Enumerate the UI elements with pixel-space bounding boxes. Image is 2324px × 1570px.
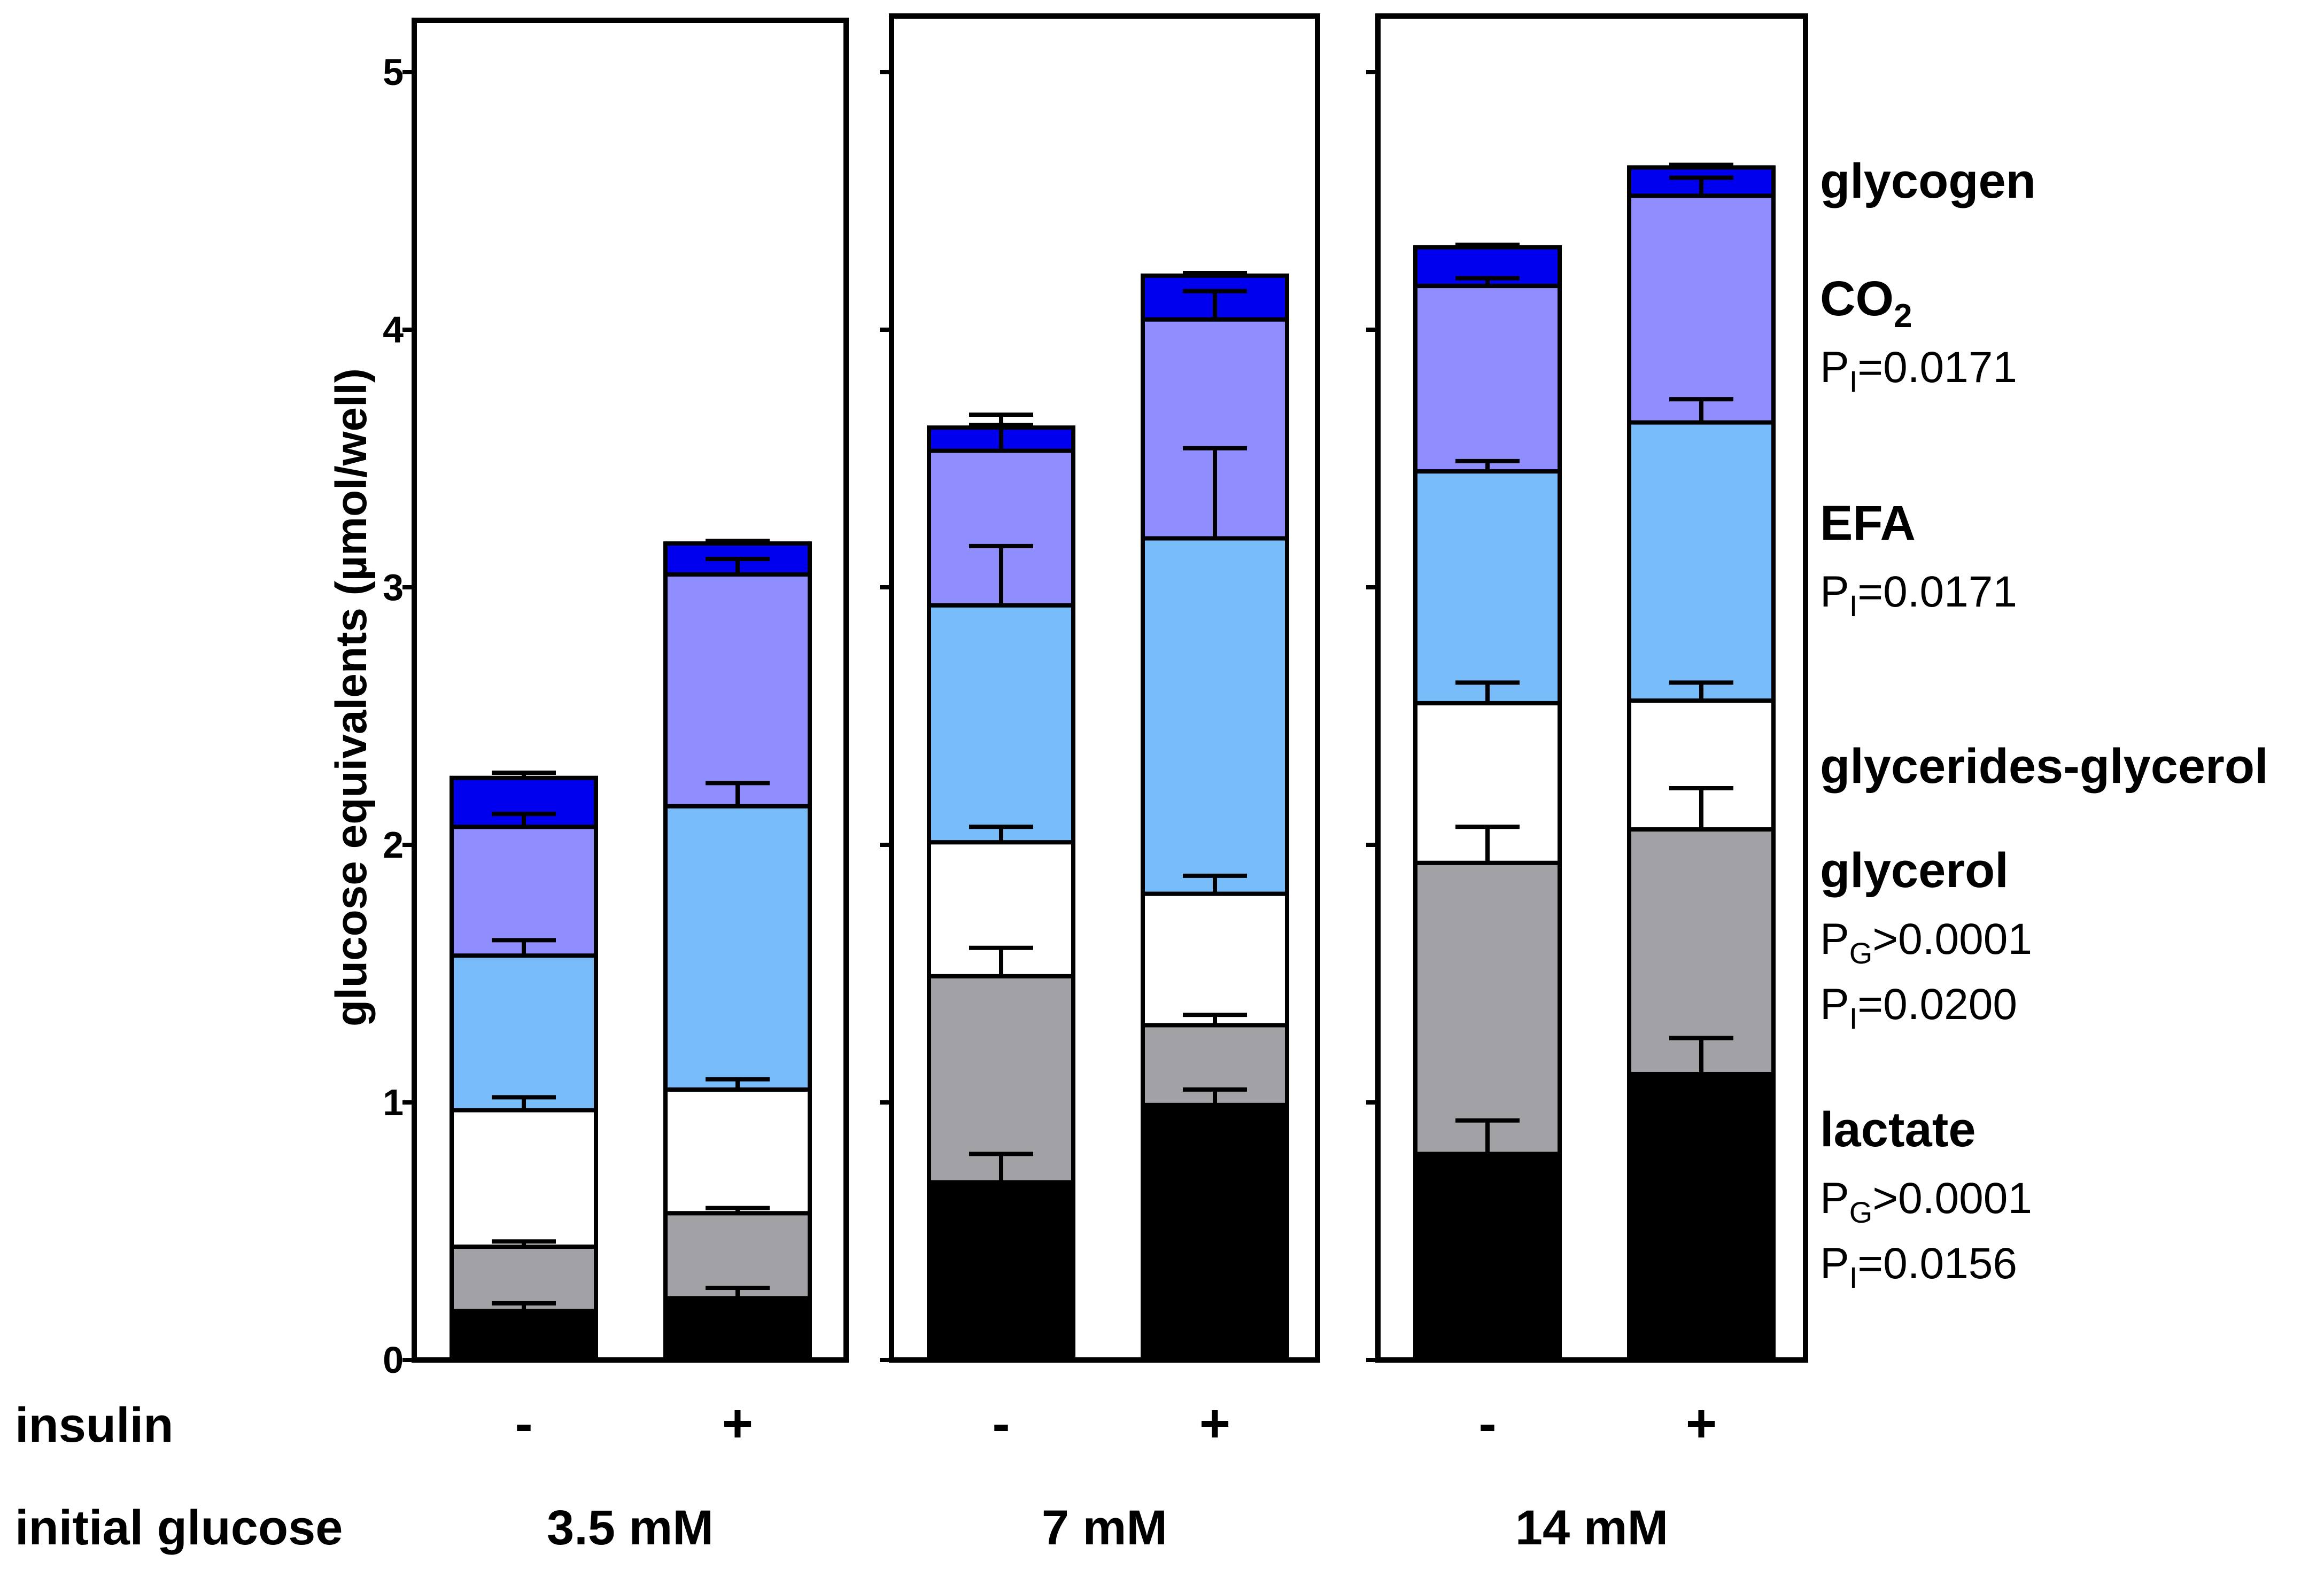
bar-segment-glycerol	[1413, 860, 1562, 1156]
legend-p-value: PI=0.0156	[1820, 1239, 2017, 1294]
bar-segment-glycerol	[927, 974, 1075, 1185]
legend: glycogen CO2 PI=0.0171 EFA PI=0.0171 glycerid…	[1820, 154, 2268, 1294]
panel-frame	[1375, 13, 1808, 1363]
initial-glucose-row-label: initial glucose	[15, 1501, 343, 1555]
insulin-label: +	[722, 1394, 753, 1454]
bar-segment-glycerol	[450, 1244, 598, 1313]
legend-p-value: PI=0.0200	[1820, 980, 2017, 1035]
insulin-label: -	[992, 1394, 1010, 1454]
legend-label: lactate	[1820, 1102, 1976, 1157]
bar-segment-efa	[450, 953, 598, 1113]
y-tick-label: 2	[383, 824, 404, 866]
bar-segment-glycerol	[1627, 827, 1776, 1076]
y-tick-label: 0	[383, 1339, 404, 1381]
bar-segment-co2	[450, 825, 598, 958]
bar-segment-lactate	[927, 1180, 1075, 1362]
insulin-label: +	[1199, 1394, 1230, 1454]
bar-segment-glycerides-glycerol	[1141, 891, 1289, 1028]
bar-segment-lactate	[1413, 1152, 1562, 1362]
bar-segment-co2	[1413, 284, 1562, 474]
legend-label: glycerol	[1820, 843, 2009, 898]
bar-segment-efa	[1627, 420, 1776, 703]
panel-frame	[889, 13, 1320, 1363]
bar-segment-efa	[663, 804, 812, 1092]
initial-glucose-label: 3.5 mM	[547, 1501, 714, 1555]
bar-segment-efa	[1413, 469, 1562, 705]
bar-segment-lactate	[1627, 1071, 1776, 1362]
panels	[412, 13, 1808, 1363]
insulin-row-label: insulin	[15, 1398, 173, 1452]
bar-segment-efa	[1141, 536, 1289, 896]
bar-segment-glycerides-glycerol	[663, 1087, 812, 1216]
bar-segment-lactate	[1141, 1102, 1289, 1363]
bar-segment-co2	[663, 572, 812, 809]
bar-segment-efa	[927, 603, 1075, 845]
legend-p-value: PI=0.0171	[1820, 568, 2017, 623]
insulin-label: -	[1478, 1394, 1496, 1454]
y-tick-label: 3	[383, 566, 404, 608]
y-axis: 0 1 2 3 4 5	[383, 51, 1378, 1381]
legend-label: glycogen	[1820, 154, 2036, 208]
legend-label: EFA	[1820, 496, 1916, 550]
y-tick-label: 4	[383, 309, 404, 351]
bar-segment-glycerol	[663, 1211, 812, 1301]
bar-segment-glycerides-glycerol	[1627, 698, 1776, 832]
initial-glucose-label: 14 mM	[1515, 1501, 1668, 1555]
legend-label: glycerides-glycerol	[1820, 739, 2268, 794]
legend-p-value: PG>0.0001	[1820, 915, 2032, 970]
y-axis-label: glucose equivalents (µmol/well)	[327, 368, 376, 1027]
panel-frame	[412, 18, 849, 1363]
initial-glucose-label: 7 mM	[1042, 1501, 1167, 1555]
legend-label: CO2	[1820, 271, 1912, 335]
y-tick-label: 5	[383, 51, 404, 93]
bar-segment-co2	[1627, 193, 1776, 425]
bar-segment-lactate	[663, 1296, 812, 1363]
legend-p-value: PI=0.0171	[1820, 343, 2017, 398]
bars	[450, 162, 1776, 1363]
legend-p-value: PG>0.0001	[1820, 1174, 2032, 1229]
insulin-label: +	[1686, 1394, 1717, 1454]
insulin-label: -	[515, 1394, 532, 1454]
bar-segment-glycerides-glycerol	[450, 1108, 598, 1249]
y-tick-label: 1	[383, 1082, 404, 1123]
bar-segment-lactate	[450, 1309, 598, 1362]
category-labels: - +3.5 mM- +7 mM- +14 mM	[515, 1394, 1717, 1555]
